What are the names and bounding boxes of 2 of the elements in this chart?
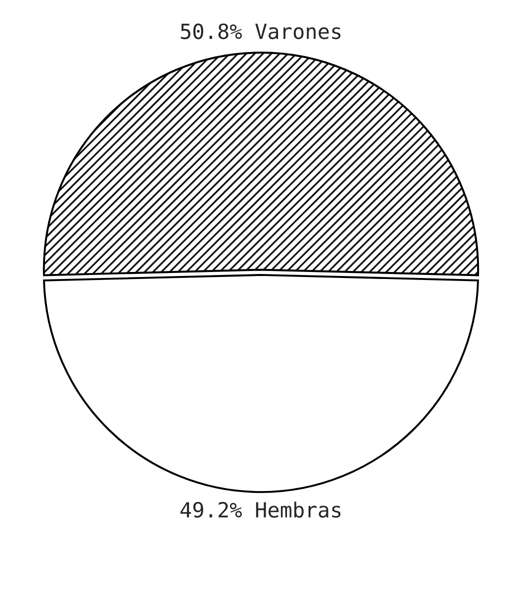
slice-label: 50.8% Varones (180, 23, 340, 40)
slice-label: 49.2% Hembras (180, 502, 340, 518)
